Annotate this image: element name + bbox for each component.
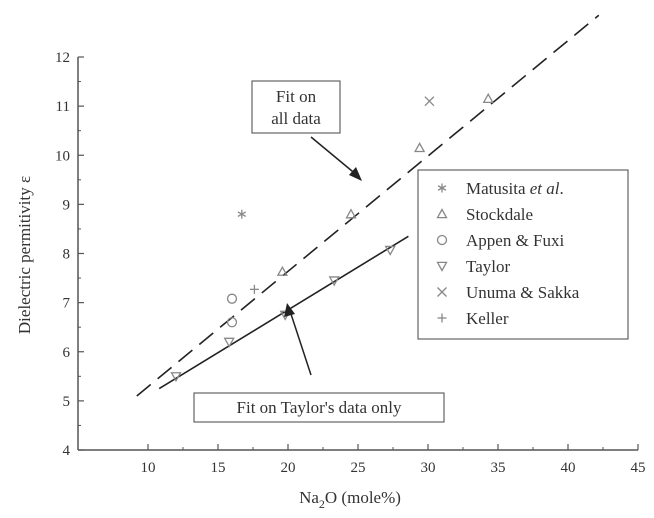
data-point-circle [226, 317, 238, 328]
data-point-triangle-up [482, 92, 494, 104]
legend-label-matusita-main: Matusita [466, 179, 530, 198]
legend-label-stockdale: Stockdale [466, 205, 533, 224]
x-tick-label: 25 [351, 460, 366, 476]
legend-label-matusita-italic: et al [530, 179, 560, 198]
legend-markers [436, 183, 448, 323]
legend-label-taylor: Taylor [466, 257, 510, 276]
legend-label-matusita-tail: . [560, 179, 564, 198]
data-point-triangle-down [223, 337, 235, 348]
legend-label-keller: Keller [466, 309, 509, 328]
y-tick-label: 6 [63, 345, 71, 361]
fit-line-taylor [158, 235, 409, 390]
x-axis-label: Na2O (mole%) [299, 488, 401, 511]
arrow-all-data-shaft [310, 136, 359, 177]
x-axis-label-main: Na [299, 488, 319, 507]
x-tick-label: 40 [561, 460, 576, 476]
annotation-all-data-line1: Fit on [276, 87, 317, 106]
legend-marker-triangle-down [436, 261, 448, 272]
legend: Matusita et al. Stockdale Appen & Fuxi T… [417, 169, 629, 340]
annotation-box-taylor [193, 392, 445, 423]
data-point-triangle-down [170, 372, 182, 383]
data-point-cross [424, 96, 435, 107]
series-layer [136, 14, 600, 397]
y-tick-label: 9 [63, 197, 71, 213]
arrow-taylor-shaft [289, 310, 312, 376]
y-tick-label: 12 [55, 50, 70, 66]
annotation-box-all-data [251, 80, 341, 134]
legend-marker-plus [437, 313, 447, 323]
y-tick-label: 11 [56, 99, 70, 115]
legend-label-matusita: Matusita et al. [466, 179, 564, 198]
data-point-asterisk [237, 209, 247, 219]
y-tick-label: 8 [63, 247, 71, 263]
legend-box [417, 169, 629, 340]
data-point-triangle-up [345, 208, 357, 219]
x-tick-label: 15 [211, 460, 226, 476]
arrow-taylor-head [284, 303, 295, 317]
data-point-triangle-up [413, 142, 426, 153]
x-axis-label-rest: O (mole%) [325, 488, 401, 507]
y-tick-label: 4 [63, 443, 71, 459]
legend-label-appen: Appen & Fuxi [466, 231, 565, 250]
y-tick-label: 5 [63, 394, 71, 410]
arrow-all-data-head [349, 167, 362, 181]
data-point-triangle-down [384, 245, 396, 256]
x-tick-label: 45 [631, 460, 646, 476]
data-point-triangle-down [328, 276, 340, 287]
legend-marker-circle [436, 234, 448, 246]
x-tick-label: 20 [281, 460, 296, 476]
x-tick-label: 35 [491, 460, 506, 476]
x-axis-label-sub: 2 [319, 497, 325, 511]
data-point-circle [226, 293, 238, 304]
legend-marker-triangle-up [436, 208, 448, 219]
data-point-triangle-up [276, 265, 289, 276]
y-tick-label: 7 [63, 296, 71, 312]
legend-label-unuma: Unuma & Sakka [466, 283, 580, 302]
data-point-plus [249, 284, 259, 294]
legend-marker-asterisk [437, 183, 447, 193]
fit-line-all-data [136, 14, 600, 397]
legend-marker-cross [437, 287, 447, 297]
y-axis-label: Dielectric permitivity ε [15, 176, 34, 334]
x-tick-label: 10 [141, 460, 156, 476]
annotation-taylor-text: Fit on Taylor's data only [237, 398, 402, 417]
y-tick-label: 10 [55, 148, 70, 164]
annotation-all-data-line2: all data [271, 109, 321, 128]
x-tick-label: 30 [421, 460, 436, 476]
